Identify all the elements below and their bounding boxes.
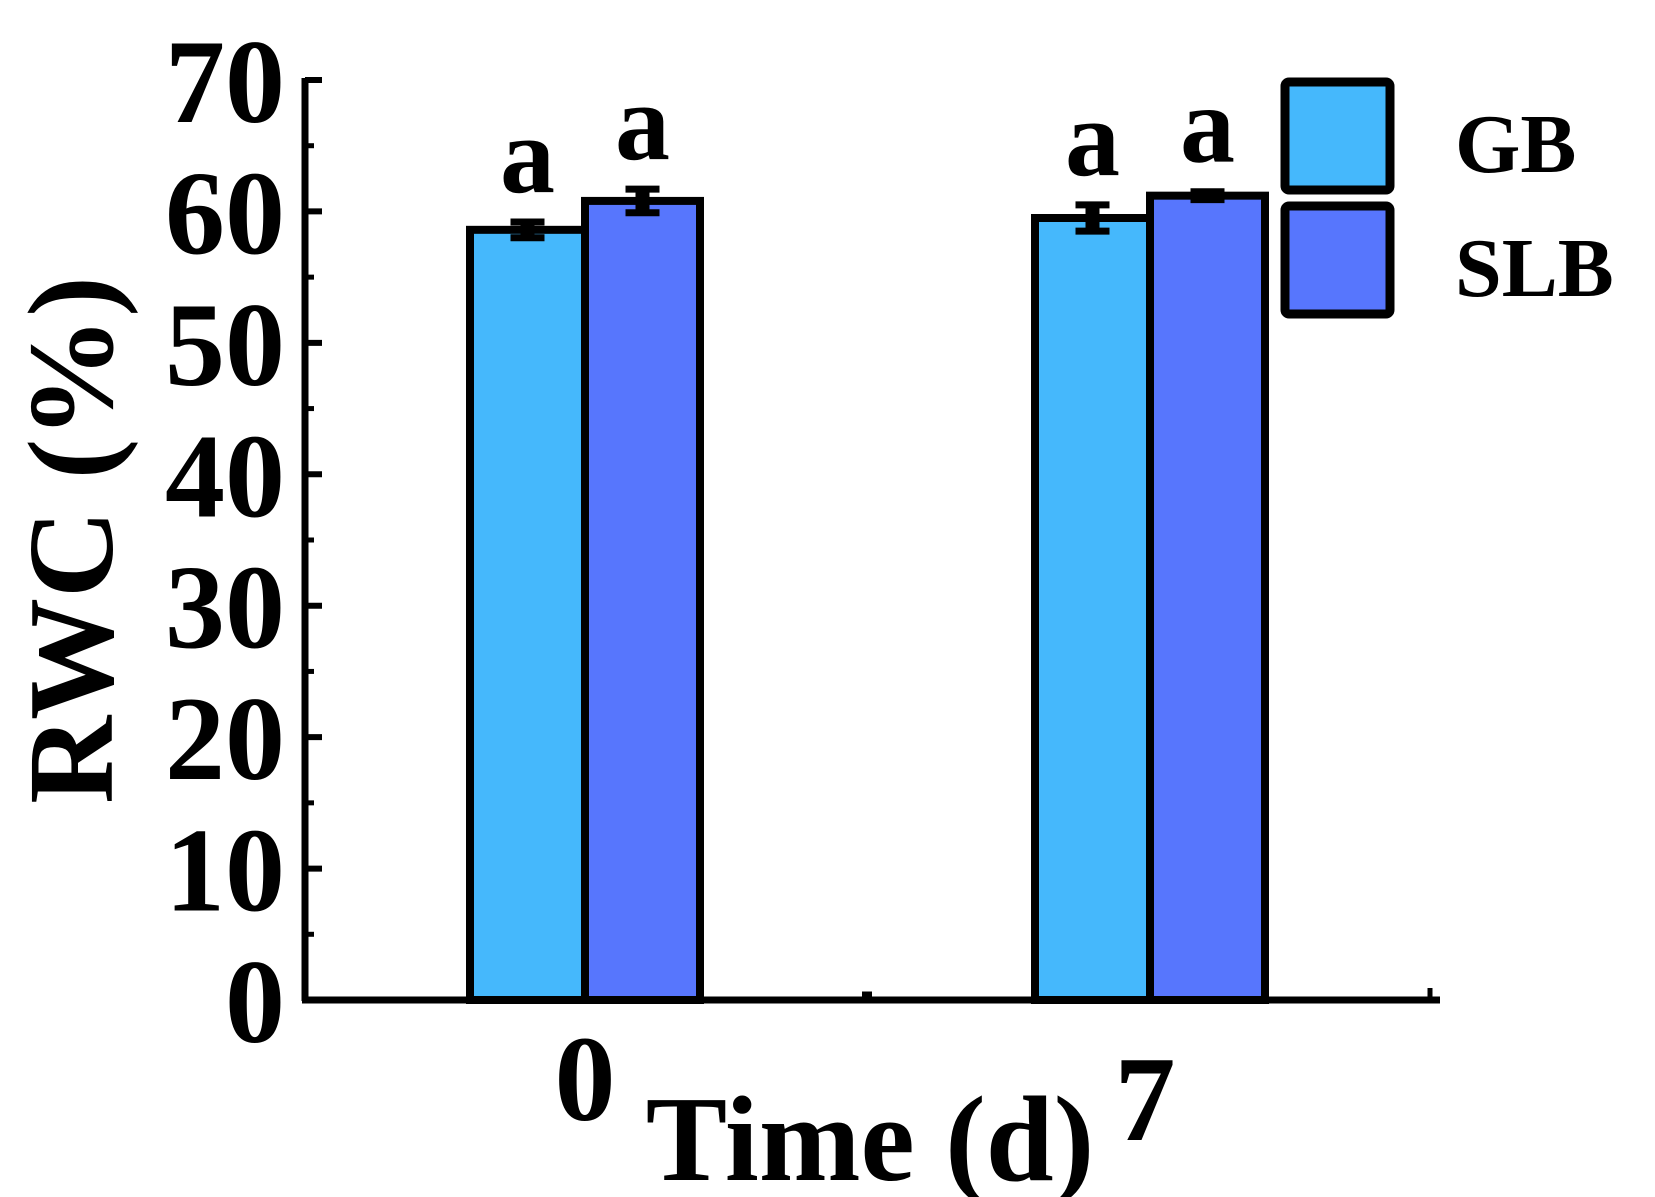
significance-letter: a — [1180, 64, 1235, 186]
bar-gb-7 — [1031, 214, 1154, 1004]
legend-label-slb: SLB — [1455, 222, 1614, 315]
x-tick-label: 0 — [555, 1012, 616, 1147]
y-axis-title: RWC (%) — [4, 276, 139, 804]
bar-gb-0 — [466, 225, 589, 1005]
y-tick-label: 30 — [165, 541, 285, 674]
significance-letter: a — [1065, 77, 1120, 199]
legend: GB SLB — [1280, 77, 1614, 319]
bar-slb-0 — [581, 196, 704, 1004]
y-tick-label: 40 — [165, 409, 285, 542]
significance-letter: a — [500, 94, 555, 216]
bar-slb-7 — [1146, 191, 1269, 1004]
y-tick-label: 50 — [165, 278, 285, 411]
y-tick-label: 70 — [165, 15, 285, 148]
significance-letter: a — [615, 61, 670, 183]
legend-swatch-slb — [1280, 201, 1395, 319]
y-tick-label: 20 — [165, 672, 285, 805]
y-tick-label: 60 — [165, 146, 285, 279]
legend-label-gb: GB — [1455, 98, 1576, 191]
legend-swatch-gb — [1280, 77, 1395, 195]
bars-group — [466, 191, 1269, 1005]
x-tick-label: 7 — [1115, 1032, 1176, 1167]
error-bars-group — [510, 185, 1225, 242]
y-tick-label: 0 — [225, 935, 285, 1068]
y-tick-label: 10 — [165, 804, 285, 937]
x-axis-title: Time (d) — [646, 1072, 1094, 1197]
